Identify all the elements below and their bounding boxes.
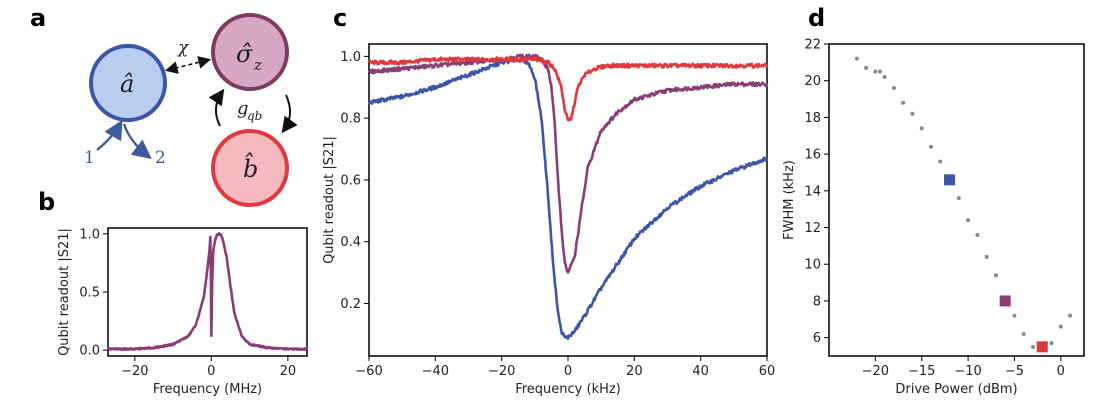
- data-point: [929, 144, 933, 149]
- y-axis-label: Qubit readout |S21|: [322, 136, 337, 264]
- cavity-node-a: [89, 44, 167, 122]
- data-point: [882, 75, 887, 80]
- data-point: [901, 100, 906, 105]
- input-port-label: 1: [84, 148, 95, 168]
- y-tick-label: 0.0: [79, 344, 100, 359]
- x-tick-label: 60: [759, 364, 776, 379]
- data-point: [956, 196, 961, 201]
- data-point: [993, 273, 998, 278]
- data-point: [984, 254, 989, 259]
- g-label-subscript: qb: [247, 109, 262, 123]
- data-point: [1021, 331, 1026, 336]
- y-tick-label: 18: [804, 111, 821, 126]
- x-tick-label: 20: [626, 364, 643, 379]
- y-tick-label: 22: [804, 38, 821, 53]
- y-axis-label: Qubit readout |S21|: [57, 228, 72, 356]
- data-point: [891, 86, 896, 91]
- y-axis-label: FWHM (kHz): [782, 160, 797, 240]
- input-port-arrow: [96, 119, 123, 151]
- mode-node-b-label: b̂: [243, 152, 258, 183]
- chi-coupling-arrow: [164, 56, 212, 74]
- x-tick-label: 0: [1057, 364, 1065, 379]
- x-tick-label: −5: [1005, 364, 1024, 379]
- highlight-point: [999, 295, 1011, 307]
- data-point: [1068, 313, 1073, 318]
- panel-letter-c: c: [333, 4, 347, 32]
- cavity-node-a-label: â: [120, 70, 134, 98]
- y-tick-label: 0.6: [340, 173, 361, 188]
- output-port-label: 2: [155, 148, 166, 168]
- chart-c: −60 −40 −20 0 20 40 60 0.2 0.4 0.6 0.8 1.0 Frequency…: [322, 43, 776, 397]
- y-tick-label: 20: [804, 74, 821, 89]
- qubit-node-sigma: [211, 13, 289, 91]
- highlight-point: [944, 174, 956, 186]
- y-tick-label: 1.0: [340, 50, 361, 65]
- y-tick-label: 16: [804, 148, 821, 163]
- g-coupling-arrow-down: [281, 94, 298, 134]
- output-port-arrow: [122, 123, 152, 159]
- qubit-node-sigma-subscript: z: [253, 56, 262, 74]
- series-line-purple: [368, 53, 769, 274]
- data-point: [966, 218, 971, 223]
- y-tick-label: 0.8: [340, 112, 361, 127]
- panel-letter-d: d: [808, 4, 825, 32]
- data-point: [1058, 324, 1063, 329]
- x-tick-label: −10: [954, 364, 981, 379]
- chi-label: χ: [177, 38, 190, 58]
- data-point: [864, 65, 869, 70]
- panel-letter-b: b: [38, 188, 55, 216]
- y-tick-label: 0.2: [340, 297, 361, 312]
- data-point: [938, 159, 943, 164]
- chart-b: −20 0 20 0.0 0.5 1.0 Frequency (MHz) Qubit read…: [57, 227, 308, 397]
- mode-node-b: [211, 129, 289, 207]
- x-axis-label: Drive Power (dBm): [895, 382, 1017, 397]
- x-tick-label: −15: [908, 364, 935, 379]
- data-point: [1049, 341, 1054, 346]
- data-point: [919, 126, 924, 131]
- x-tick-label: −20: [121, 364, 148, 379]
- panel-a-diagram: â σ̂ z b̂ χ g qb 1 2: [84, 13, 298, 207]
- y-tick-label: 6: [813, 331, 821, 346]
- series-line-trace: [106, 232, 308, 351]
- series-line-blue: [367, 57, 769, 340]
- y-tick-label: 12: [804, 221, 821, 236]
- y-tick-label: 1.0: [79, 227, 100, 242]
- data-point: [1012, 313, 1017, 318]
- x-tick-label: −20: [862, 364, 889, 379]
- x-tick-label: 20: [280, 364, 297, 379]
- y-tick-label: 0.5: [79, 286, 100, 301]
- chart-d: −20 −15 −10 −5 0 6 8 10 12 14 16 18 20 22 Drive Power …: [782, 38, 1085, 397]
- data-point: [975, 232, 980, 237]
- data-point: [910, 111, 915, 116]
- x-tick-label: −40: [422, 364, 449, 379]
- x-tick-label: 0: [207, 364, 215, 379]
- x-tick-label: −20: [488, 364, 515, 379]
- highlight-point: [1036, 341, 1048, 353]
- data-point: [878, 69, 882, 74]
- chart-b-frame: [107, 227, 308, 357]
- x-tick-label: −60: [355, 364, 382, 379]
- y-tick-label: 14: [804, 184, 821, 199]
- qubit-node-sigma-label: σ̂: [236, 40, 253, 68]
- data-point: [854, 56, 859, 61]
- chart-d-frame: [828, 43, 1085, 357]
- y-tick-label: 0.4: [340, 235, 361, 250]
- x-axis-label: Frequency (kHz): [515, 382, 621, 397]
- g-label: g: [237, 98, 249, 119]
- x-axis-label: Frequency (MHz): [153, 382, 262, 397]
- y-tick-label: 8: [813, 294, 821, 309]
- y-tick-label: 10: [804, 258, 821, 273]
- series-line-red: [367, 56, 769, 122]
- data-point: [1031, 344, 1035, 349]
- g-coupling-arrow-up: [208, 88, 225, 127]
- panel-letter-a: a: [30, 4, 46, 32]
- data-point: [873, 69, 878, 74]
- x-tick-label: 40: [692, 364, 709, 379]
- x-tick-label: 0: [564, 364, 572, 379]
